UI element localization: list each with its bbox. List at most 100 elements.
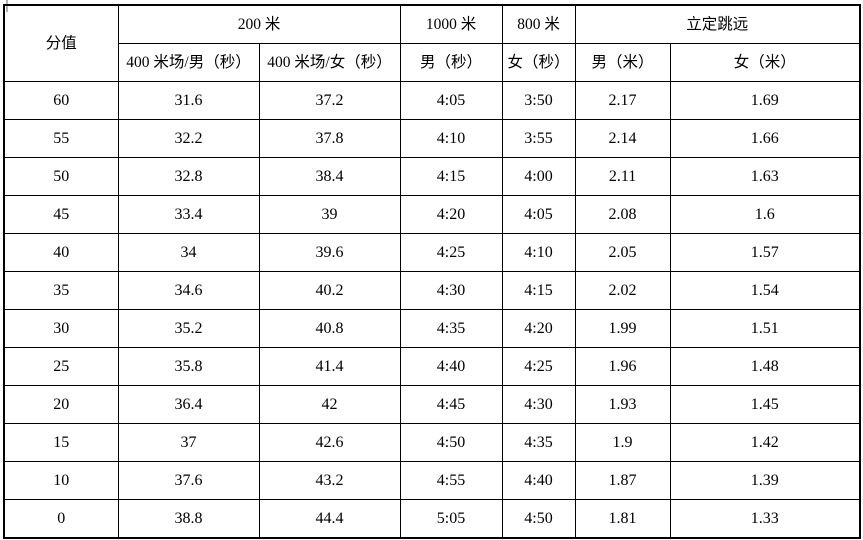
table-row: 60 31.6 37.2 4:05 3:50 2.17 1.69 <box>3 81 861 120</box>
cell-m400_male: 38.8 <box>117 499 260 539</box>
cell-m800_female: 4:25 <box>501 347 576 386</box>
cell-m400_female: 44.4 <box>258 499 401 539</box>
cell-m400_female: 40.8 <box>258 309 401 348</box>
cell-m400_male: 37 <box>117 423 260 462</box>
header-group-standing-long-jump: 立定跳远 <box>574 4 861 44</box>
cell-score: 45 <box>3 195 119 234</box>
header-400m-track-male: 400 米场/男（秒） <box>117 43 260 82</box>
table-body: 60 31.6 37.2 4:05 3:50 2.17 1.69 55 32.2 37.8 4:10… <box>3 81 861 539</box>
cell-m400_female: 37.2 <box>258 81 401 120</box>
header-800m-female: 女（秒） <box>501 43 576 82</box>
cell-m800_female: 4:30 <box>501 385 576 424</box>
cell-m1000_male: 4:05 <box>399 81 503 120</box>
cell-jump_female: 1.45 <box>669 385 861 424</box>
cell-m400_female: 41.4 <box>258 347 401 386</box>
cell-jump_male: 1.9 <box>574 423 671 462</box>
cell-m400_male: 35.8 <box>117 347 260 386</box>
table-row: 30 35.2 40.8 4:35 4:20 1.99 1.51 <box>3 309 861 348</box>
table-row: 35 34.6 40.2 4:30 4:15 2.02 1.54 <box>3 271 861 310</box>
cell-jump_male: 2.02 <box>574 271 671 310</box>
table-header: 分值 200 米 1000 米 800 米 立定跳远 400 米场/男（秒） 4… <box>3 4 861 82</box>
cell-m400_female: 39 <box>258 195 401 234</box>
cell-m1000_male: 4:25 <box>399 233 503 272</box>
cell-jump_female: 1.33 <box>669 499 861 539</box>
table-row: 10 37.6 43.2 4:55 4:40 1.87 1.39 <box>3 461 861 500</box>
cell-m1000_male: 4:55 <box>399 461 503 500</box>
cell-m1000_male: 4:30 <box>399 271 503 310</box>
cell-jump_male: 2.05 <box>574 233 671 272</box>
cell-score: 50 <box>3 157 119 196</box>
cell-score: 35 <box>3 271 119 310</box>
cell-score: 60 <box>3 81 119 120</box>
header-row-subcolumns: 400 米场/男（秒） 400 米场/女（秒） 男（秒） 女（秒） 男（米） 女… <box>4 43 861 82</box>
cell-m1000_male: 4:40 <box>399 347 503 386</box>
cell-score: 25 <box>3 347 119 386</box>
header-jump-male: 男（米） <box>574 43 671 82</box>
cell-jump_female: 1.42 <box>669 423 861 462</box>
cell-m400_male: 33.4 <box>117 195 260 234</box>
table-row: 45 33.4 39 4:20 4:05 2.08 1.6 <box>3 195 861 234</box>
cell-m1000_male: 4:45 <box>399 385 503 424</box>
cell-m400_female: 39.6 <box>258 233 401 272</box>
cell-m400_male: 34 <box>117 233 260 272</box>
cell-jump_female: 1.66 <box>669 119 861 158</box>
cell-m1000_male: 4:15 <box>399 157 503 196</box>
cell-jump_female: 1.63 <box>669 157 861 196</box>
header-group-200m: 200 米 <box>117 4 401 44</box>
cell-m400_male: 37.6 <box>117 461 260 500</box>
table-row: 0 38.8 44.4 5:05 4:50 1.81 1.33 <box>3 499 861 539</box>
cell-m1000_male: 4:20 <box>399 195 503 234</box>
cell-m1000_male: 4:10 <box>399 119 503 158</box>
cell-score: 40 <box>3 233 119 272</box>
cell-jump_female: 1.69 <box>669 81 861 120</box>
cell-score: 30 <box>3 309 119 348</box>
cell-m800_female: 4:50 <box>501 499 576 539</box>
cell-score: 55 <box>3 119 119 158</box>
table-row: 40 34 39.6 4:25 4:10 2.05 1.57 <box>3 233 861 272</box>
cell-m800_female: 3:50 <box>501 81 576 120</box>
table-row: 15 37 42.6 4:50 4:35 1.9 1.42 <box>3 423 861 462</box>
cell-score: 15 <box>3 423 119 462</box>
cell-m1000_male: 5:05 <box>399 499 503 539</box>
header-group-1000m: 1000 米 <box>399 4 503 44</box>
cell-m400_male: 32.2 <box>117 119 260 158</box>
cell-m1000_male: 4:50 <box>399 423 503 462</box>
table-row: 20 36.4 42 4:45 4:30 1.93 1.45 <box>3 385 861 424</box>
cell-m400_male: 31.6 <box>117 81 260 120</box>
cell-m800_female: 4:40 <box>501 461 576 500</box>
cell-m800_female: 4:00 <box>501 157 576 196</box>
cell-jump_female: 1.51 <box>669 309 861 348</box>
cell-jump_male: 2.17 <box>574 81 671 120</box>
cell-jump_female: 1.6 <box>669 195 861 234</box>
cell-m400_female: 38.4 <box>258 157 401 196</box>
header-group-800m: 800 米 <box>501 4 576 44</box>
table-row: 25 35.8 41.4 4:40 4:25 1.96 1.48 <box>3 347 861 386</box>
cell-m400_female: 42 <box>258 385 401 424</box>
sports-score-table: 分值 200 米 1000 米 800 米 立定跳远 400 米场/男（秒） 4… <box>3 4 862 539</box>
cell-jump_male: 2.08 <box>574 195 671 234</box>
cell-m800_female: 4:20 <box>501 309 576 348</box>
cell-jump_female: 1.48 <box>669 347 861 386</box>
cell-m400_female: 42.6 <box>258 423 401 462</box>
cell-m800_female: 4:35 <box>501 423 576 462</box>
cell-m400_male: 36.4 <box>117 385 260 424</box>
cell-m800_female: 4:15 <box>501 271 576 310</box>
cell-jump_female: 1.54 <box>669 271 861 310</box>
cell-jump_female: 1.39 <box>669 461 861 500</box>
cell-jump_male: 2.14 <box>574 119 671 158</box>
cell-jump_male: 1.99 <box>574 309 671 348</box>
cell-m400_male: 32.8 <box>117 157 260 196</box>
table-row: 50 32.8 38.4 4:15 4:00 2.11 1.63 <box>3 157 861 196</box>
cell-jump_male: 1.93 <box>574 385 671 424</box>
cell-score: 20 <box>3 385 119 424</box>
header-row-groups: 分值 200 米 1000 米 800 米 立定跳远 <box>3 4 861 82</box>
cell-jump_male: 2.11 <box>574 157 671 196</box>
cell-m1000_male: 4:35 <box>399 309 503 348</box>
cell-m400_female: 40.2 <box>258 271 401 310</box>
cell-jump_female: 1.57 <box>669 233 861 272</box>
cell-m800_female: 4:05 <box>501 195 576 234</box>
cell-m400_female: 37.8 <box>258 119 401 158</box>
cell-jump_male: 1.96 <box>574 347 671 386</box>
cell-m400_male: 34.6 <box>117 271 260 310</box>
cell-jump_male: 1.87 <box>574 461 671 500</box>
